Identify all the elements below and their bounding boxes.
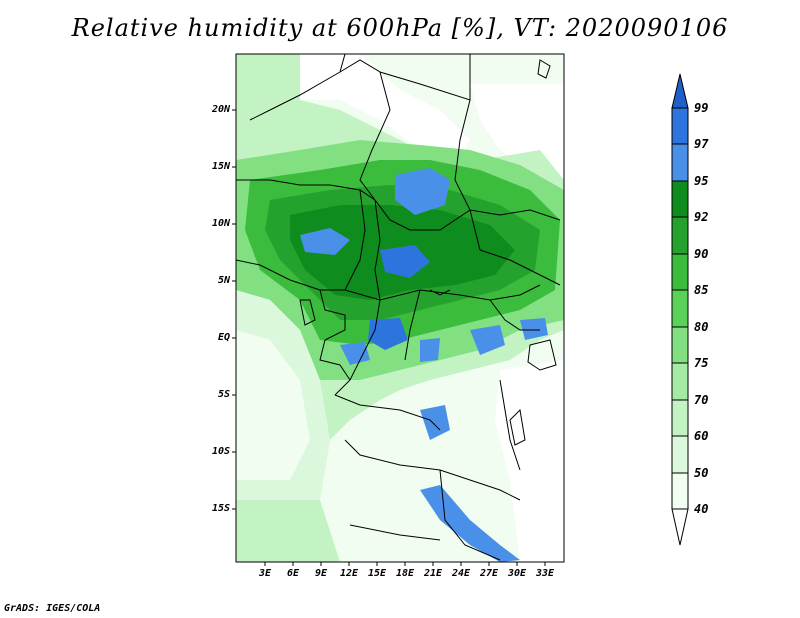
lat-label: 10S xyxy=(211,446,230,457)
credit-text: GrADS: IGES/COLA xyxy=(4,603,101,614)
lon-label: 30E xyxy=(507,568,527,579)
lon-label: 15E xyxy=(367,568,387,579)
lat-label: EQ xyxy=(217,332,230,343)
colorbar xyxy=(671,73,689,546)
colorbar-bin-75-80 xyxy=(671,326,689,364)
country-borders xyxy=(236,54,561,561)
lon-label: 6E xyxy=(286,568,300,579)
colorbar-label: 95 xyxy=(694,174,709,188)
colorbar-label: 40 xyxy=(694,502,709,516)
colorbar-upper-arrow xyxy=(671,73,689,109)
colorbar-label: 60 xyxy=(694,429,709,443)
colorbar-bin-92-95 xyxy=(671,180,689,218)
map-title: Relative humidity at 600hPa [%], VT: 202… xyxy=(71,14,729,42)
axis-ticks xyxy=(232,109,546,566)
lon-label: 3E xyxy=(258,568,272,579)
colorbar-bin-50-60 xyxy=(671,435,689,474)
colorbar-bin-85-90 xyxy=(671,253,689,291)
lon-label: 33E xyxy=(535,568,555,579)
lon-label: 24E xyxy=(451,568,471,579)
colorbar-label: 99 xyxy=(694,101,709,115)
colorbar-bin-90-92 xyxy=(671,216,689,255)
colorbar-label: 75 xyxy=(694,356,709,370)
colorbar-bin-80-85 xyxy=(671,289,689,328)
lat-label: 15N xyxy=(211,161,230,172)
colorbar-bin-97-99 xyxy=(671,107,689,145)
colorbar-bin-60-70 xyxy=(671,399,689,437)
colorbar-label: 80 xyxy=(694,320,709,334)
lon-label: 27E xyxy=(479,568,499,579)
colorbar-label: 85 xyxy=(694,283,709,297)
lon-label: 18E xyxy=(395,568,415,579)
lat-label: 10N xyxy=(211,218,230,229)
colorbar-label: 90 xyxy=(694,247,709,261)
lat-label: 5N xyxy=(217,275,230,286)
colorbar-bin-40-50 xyxy=(671,472,689,510)
lon-label: 21E xyxy=(423,568,443,579)
colorbar-label: 97 xyxy=(694,137,709,151)
lat-label: 5S xyxy=(217,389,230,400)
colorbar-label: 50 xyxy=(694,466,709,480)
lon-label: 9E xyxy=(314,568,328,579)
map-frame xyxy=(235,53,565,563)
humidity-field xyxy=(236,54,564,562)
colorbar-bin-70-75 xyxy=(671,362,689,401)
colorbar-label: 92 xyxy=(694,210,709,224)
colorbar-lower-arrow xyxy=(671,508,689,546)
lat-label: 20N xyxy=(211,104,230,115)
lat-label: 15S xyxy=(211,503,230,514)
colorbar-label: 70 xyxy=(694,393,709,407)
colorbar-bin-95-97 xyxy=(671,143,689,182)
lon-label: 12E xyxy=(339,568,359,579)
